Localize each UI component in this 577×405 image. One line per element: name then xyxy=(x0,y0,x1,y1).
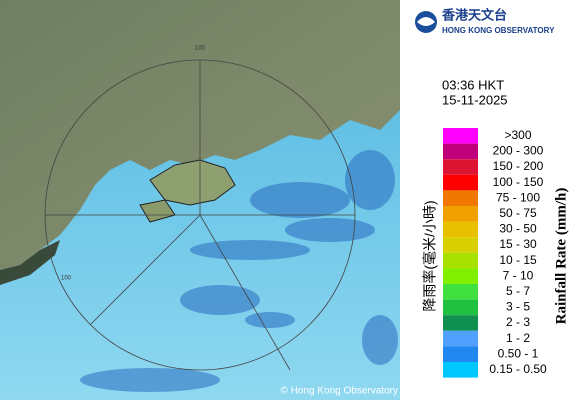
legend-swatch xyxy=(443,174,478,191)
legend-title-zh: 降雨率(毫米/小時) xyxy=(422,200,438,311)
legend-swatch xyxy=(443,143,478,160)
legend-label: 15 - 30 xyxy=(499,237,537,251)
rain-echoes xyxy=(80,150,398,392)
legend-swatch xyxy=(443,252,478,269)
legend-swatch xyxy=(443,237,478,253)
legend-label: 30 - 50 xyxy=(499,222,537,236)
legend-swatch xyxy=(443,315,478,331)
legend-label: >300 xyxy=(504,128,531,142)
legend-label: 1 - 2 xyxy=(506,331,530,345)
legend-label: 7 - 10 xyxy=(503,268,534,282)
legend-swatch xyxy=(443,206,478,222)
logo-english: HONG KONG OBSERVATORY xyxy=(442,26,555,35)
legend-swatch xyxy=(443,128,478,144)
legend-swatch xyxy=(443,346,478,362)
ring-label: 100 xyxy=(195,46,206,52)
logo-chinese: 香港天文台 xyxy=(441,7,507,22)
legend-swatch xyxy=(443,268,478,284)
date: 15-11-2025 xyxy=(442,92,508,107)
copyright: © Hong Kong Observatory xyxy=(281,386,398,397)
legend-label: 5 - 7 xyxy=(506,284,530,298)
legend-label: 50 - 75 xyxy=(499,206,537,220)
legend-label: 0.15 - 0.50 xyxy=(489,362,547,376)
legend-swatch xyxy=(443,284,478,300)
ring-label: 100 xyxy=(61,276,72,282)
legend-swatch xyxy=(443,190,478,206)
logo: 香港天文台 HONG KONG OBSERVATORY xyxy=(415,7,555,35)
legend-label: 100 - 150 xyxy=(493,175,544,189)
legend-swatch xyxy=(443,299,478,316)
time: 03:36 HKT xyxy=(442,77,504,92)
legend-label: 10 - 15 xyxy=(499,253,537,267)
legend-label: 0.50 - 1 xyxy=(498,346,539,360)
legend-title-en: Rainfall Rate (mm/h) xyxy=(553,188,569,325)
legend-swatch xyxy=(443,221,478,238)
legend-label: 150 - 200 xyxy=(493,159,544,173)
map: 100 100 © Hong Kong Observatory xyxy=(0,0,400,400)
legend-swatch xyxy=(443,330,478,347)
legend-label: 75 - 100 xyxy=(496,190,540,204)
legend-label: 3 - 5 xyxy=(506,300,530,314)
legend-swatch xyxy=(443,159,478,175)
legend-label: 2 - 3 xyxy=(506,315,530,329)
legend-swatch xyxy=(443,362,478,378)
range-rings xyxy=(44,59,356,371)
legend-label: 200 - 300 xyxy=(493,144,544,158)
